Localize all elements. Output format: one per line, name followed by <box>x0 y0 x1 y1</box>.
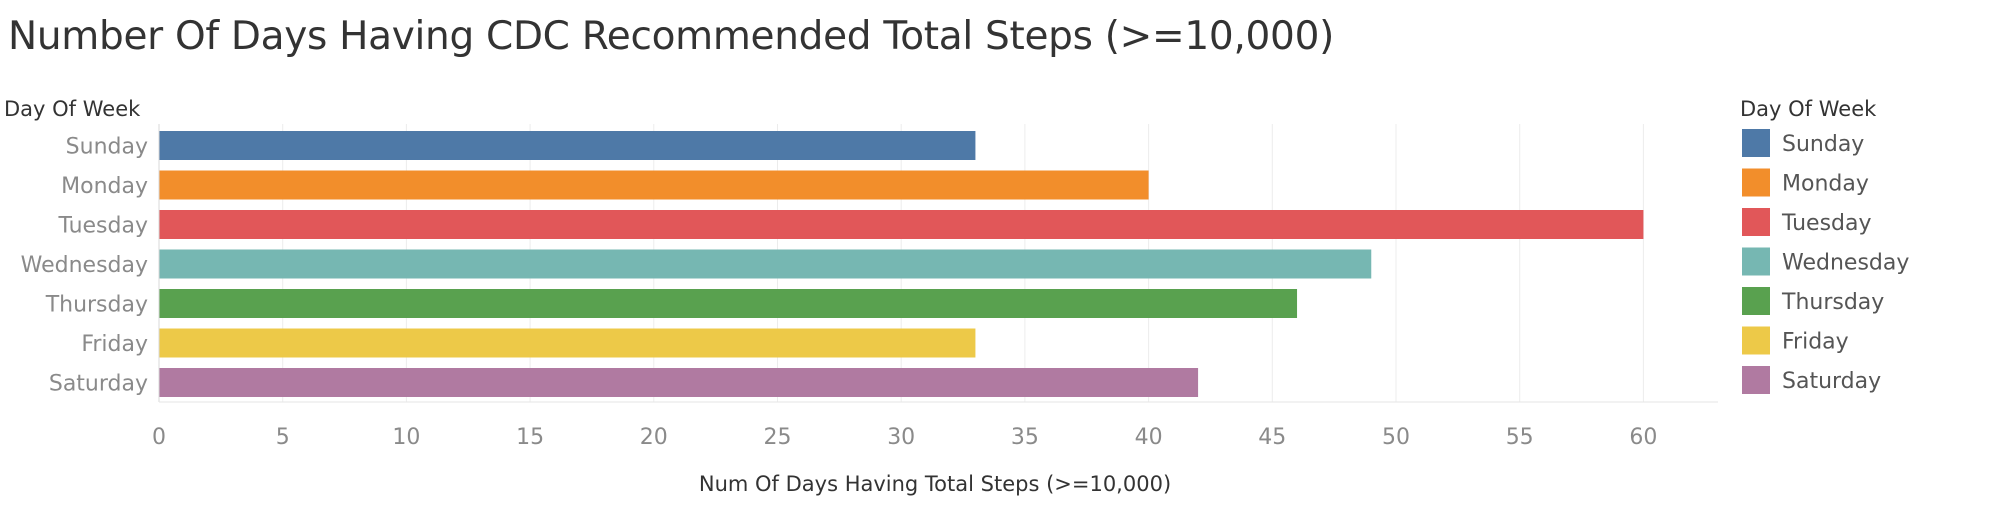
bars <box>159 131 1644 397</box>
legend: Day Of Week Sunday Monday Tuesday Wednesday… <box>1740 97 1909 394</box>
x-tick-label: 5 <box>276 425 290 450</box>
x-tick-label: 50 <box>1382 425 1410 450</box>
category-label-monday: Monday <box>61 174 148 199</box>
bar-tuesday[interactable] <box>159 210 1644 239</box>
row-header: Day Of Week <box>4 97 141 121</box>
category-label-thursday: Thursday <box>45 293 148 318</box>
legend-swatch-sunday[interactable] <box>1742 129 1770 157</box>
legend-swatch-wednesday[interactable] <box>1742 247 1770 276</box>
chart-title: Number Of Days Having CDC Recommended To… <box>8 14 1334 59</box>
category-label-tuesday: Tuesday <box>57 214 148 239</box>
category-label-friday: Friday <box>81 332 148 357</box>
legend-swatch-thursday[interactable] <box>1742 287 1770 315</box>
bar-sunday[interactable] <box>159 131 976 160</box>
x-tick-label: 45 <box>1258 425 1286 450</box>
bar-thursday[interactable] <box>159 289 1298 318</box>
legend-label-thursday[interactable]: Thursday <box>1781 290 1884 315</box>
legend-label-sunday[interactable]: Sunday <box>1782 132 1864 157</box>
bar-monday[interactable] <box>159 170 1149 200</box>
legend-items: Sunday Monday Tuesday Wednesday Thursday Frid… <box>1742 129 1909 394</box>
legend-title: Day Of Week <box>1740 97 1877 121</box>
legend-label-saturday[interactable]: Saturday <box>1782 369 1881 394</box>
x-tick-label: 15 <box>516 425 544 450</box>
x-tick-label: 20 <box>640 425 668 450</box>
category-labels: Sunday Monday Tuesday Wednesday Thursday Frid… <box>21 135 148 397</box>
x-tick-label: 55 <box>1506 425 1534 450</box>
legend-swatch-tuesday[interactable] <box>1742 208 1770 236</box>
legend-label-friday[interactable]: Friday <box>1782 330 1849 355</box>
x-tick-label: 60 <box>1629 425 1657 450</box>
legend-swatch-monday[interactable] <box>1742 168 1770 197</box>
x-tick-label: 35 <box>1011 425 1039 450</box>
bar-saturday[interactable] <box>159 368 1199 397</box>
x-axis: 0 5 10 15 20 25 30 35 40 45 50 55 60 <box>152 124 1718 450</box>
x-tick-label: 25 <box>764 425 792 450</box>
legend-swatch-friday[interactable] <box>1742 326 1770 355</box>
category-label-sunday: Sunday <box>66 135 148 160</box>
x-axis-title: Num Of Days Having Total Steps (>=10,000… <box>699 472 1171 496</box>
legend-swatch-saturday[interactable] <box>1742 366 1770 394</box>
bar-friday[interactable] <box>159 328 976 358</box>
legend-label-tuesday[interactable]: Tuesday <box>1781 211 1872 236</box>
x-tick-label: 10 <box>392 425 420 450</box>
x-tick-label: 40 <box>1135 425 1163 450</box>
legend-label-wednesday[interactable]: Wednesday <box>1782 251 1909 276</box>
legend-label-monday[interactable]: Monday <box>1782 172 1869 197</box>
x-tick-label: 0 <box>152 425 166 450</box>
bar-wednesday[interactable] <box>159 249 1372 279</box>
category-label-saturday: Saturday <box>49 372 148 397</box>
category-label-wednesday: Wednesday <box>21 253 148 278</box>
x-tick-label: 30 <box>887 425 915 450</box>
